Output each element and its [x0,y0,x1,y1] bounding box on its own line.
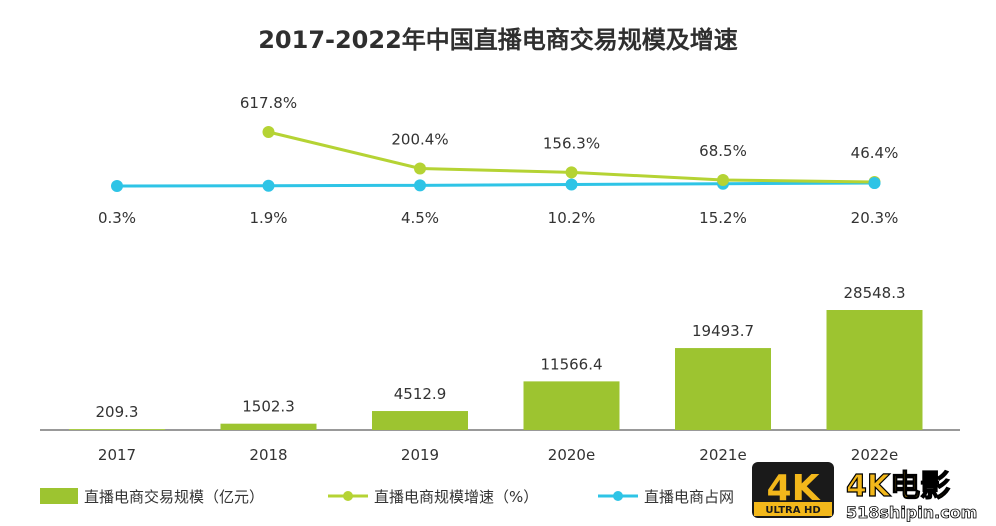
watermark: 4K ULTRA HD 4K电影 518shipin.com [752,462,978,522]
bar-label-2017: 209.3 [96,403,139,421]
bar-label-2019: 4512.9 [394,385,447,403]
bar-label-2020e: 11566.4 [540,355,602,373]
bar-2020e [523,381,620,430]
growth-point-2021e [717,174,729,187]
legend-marker-share [613,491,623,501]
watermark-url: 518shipin.com [846,503,977,522]
bar-2017 [69,429,165,430]
bar-2021e [675,348,771,430]
bar-label-2018: 1502.3 [242,398,295,416]
legend-swatch-bar [40,488,78,504]
x-tick-2017: 2017 [98,446,136,464]
growth-label-2022e: 46.4% [851,144,899,162]
x-tick-2019: 2019 [401,446,439,464]
watermark-brand: 4K电影 [846,469,950,504]
legend-marker-growth [343,491,353,501]
share-point-end [868,177,881,189]
share-label-2022e: 20.3% [851,209,899,227]
share-point-2019 [414,179,426,192]
share-label-2020e: 10.2% [548,209,596,227]
growth-point-2019 [414,162,426,175]
legend-label-bar: 直播电商交易规模（亿元） [84,488,264,506]
share-label-2017: 0.3% [98,209,136,227]
growth-label-2021e: 68.5% [699,142,747,160]
x-tick-2020e: 2020e [548,446,595,464]
share-point-2020e [565,178,578,191]
bar-label-2022e: 28548.3 [843,284,905,302]
bar-2022e [826,310,923,430]
growth-label-2018: 617.8% [240,94,297,112]
bar-2019 [372,411,468,430]
share-line [116,181,875,188]
bar-2018 [220,423,317,430]
share-point-2017 [111,179,123,192]
x-tick-2022e: 2022e [851,446,898,464]
watermark-logo-band [754,502,832,516]
legend-label-share: 直播电商占网 [644,488,734,506]
share-label-2019: 4.5% [401,209,439,227]
legend-label-growth: 直播电商规模增速（%） [374,488,538,506]
share-label-2018: 1.9% [249,209,287,227]
share-point-2018 [262,179,275,192]
growth-point-2018 [262,126,275,138]
share-label-2021e: 15.2% [699,209,747,227]
watermark-logo-subtext: ULTRA HD [765,505,820,516]
x-tick-2018: 2018 [249,446,287,464]
bar-label-2021e: 19493.7 [692,322,754,340]
growth-point-2020e [565,166,578,179]
chart-title: 2017-2022年中国直播电商交易规模及增速 [258,26,738,54]
growth-label-2020e: 156.3% [543,134,600,152]
growth-label-2019: 200.4% [391,130,448,148]
x-tick-2021e: 2021e [699,446,746,464]
